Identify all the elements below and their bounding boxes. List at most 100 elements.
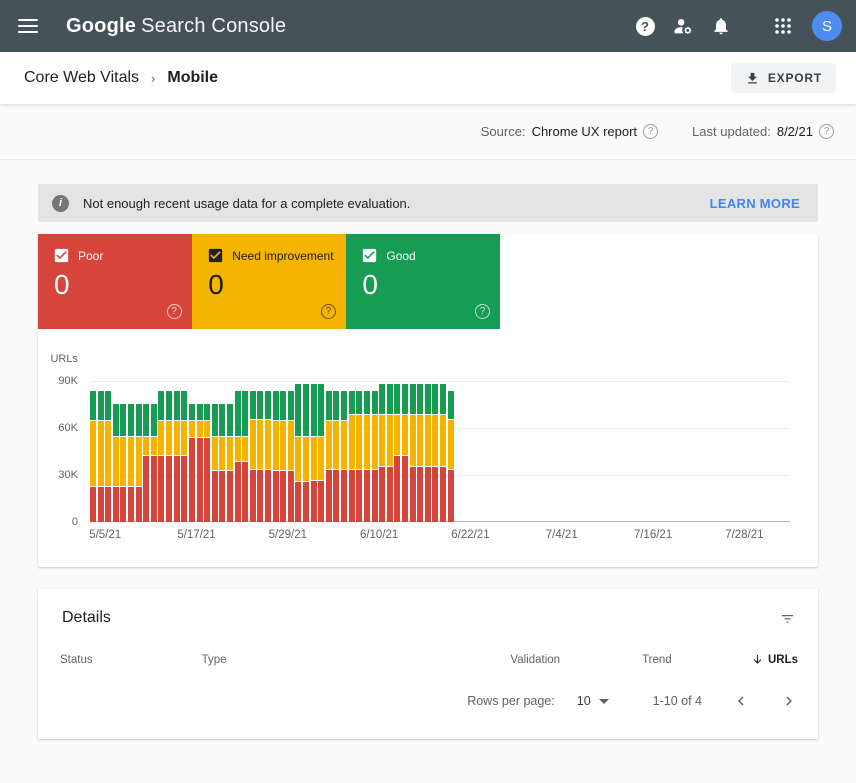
chart-bar-segment <box>363 391 370 414</box>
chart-bar[interactable] <box>333 381 340 522</box>
chevron-right-icon: › <box>151 70 156 86</box>
chart-bar[interactable] <box>90 381 96 522</box>
chart-bar[interactable] <box>204 381 211 522</box>
chart-bar[interactable] <box>173 381 180 522</box>
last-updated-help-icon[interactable]: ? <box>819 124 834 139</box>
chart-bar-segment <box>440 414 446 466</box>
y-axis-label: URLs <box>50 353 78 365</box>
app-logo[interactable]: Google Search Console <box>66 15 286 38</box>
download-icon <box>747 72 757 83</box>
chart-bar[interactable] <box>226 381 233 522</box>
column-urls[interactable]: URLs <box>751 653 798 666</box>
chart-card: Poor 0 ? Need improvement 0 ? Good 0 <box>38 234 818 567</box>
chart-bar-segment <box>371 391 378 414</box>
chart-bar[interactable] <box>363 381 370 522</box>
details-card: Details Status Type Validation Trend URL… <box>38 589 818 739</box>
chart-bar[interactable] <box>97 381 104 522</box>
help-button[interactable]: ? <box>626 7 664 45</box>
chart-bar-segment <box>333 421 340 469</box>
rows-per-page-select[interactable]: 10 <box>577 694 609 708</box>
chart-bar[interactable] <box>219 381 226 522</box>
status-card-poor[interactable]: Poor 0 ? <box>38 234 192 329</box>
chart-bar[interactable] <box>120 381 127 522</box>
chart-bar[interactable] <box>280 381 287 522</box>
chart-bar[interactable] <box>265 381 271 522</box>
chart-bar[interactable] <box>128 381 135 522</box>
chart-bar[interactable] <box>143 381 150 522</box>
chart-bar-segment <box>143 403 150 436</box>
chart-bar[interactable] <box>303 381 310 522</box>
column-status[interactable]: Status <box>60 653 93 666</box>
chart-bar[interactable] <box>386 381 393 522</box>
source-help-icon[interactable]: ? <box>643 124 659 139</box>
chart-bar[interactable] <box>196 381 203 522</box>
next-page-button[interactable] <box>780 692 798 710</box>
gridline-90k <box>90 381 790 382</box>
chart-bar[interactable] <box>105 381 112 522</box>
chart-bar[interactable] <box>150 381 157 522</box>
chart-bar[interactable] <box>409 381 416 522</box>
x-tick-label: 6/22/21 <box>451 529 490 541</box>
chart-bar[interactable] <box>287 381 294 522</box>
dropdown-caret-icon <box>598 698 609 704</box>
chart-bar[interactable] <box>432 381 439 522</box>
chart-bar[interactable] <box>371 381 378 522</box>
chart-bar[interactable] <box>188 381 195 522</box>
logo-product: Search Console <box>141 14 287 37</box>
chart-bar[interactable] <box>242 381 249 522</box>
chart-bar[interactable] <box>112 381 119 522</box>
chart-bar[interactable] <box>356 381 363 522</box>
breadcrumb-section[interactable]: Core Web Vitals <box>24 69 140 86</box>
chart-bar[interactable] <box>295 381 302 522</box>
menu-icon[interactable] <box>18 19 38 33</box>
chart-bar[interactable] <box>348 381 355 522</box>
chart-bar-segment <box>401 383 408 414</box>
x-tick-label: 5/5/21 <box>89 529 122 541</box>
status-card-good[interactable]: Good 0 ? <box>346 234 501 329</box>
chart-bar[interactable] <box>447 381 454 522</box>
notifications-button[interactable] <box>702 7 740 45</box>
x-tick-label: 7/28/21 <box>725 529 764 541</box>
chart-bar-segment <box>272 471 279 522</box>
chart-bar-segment <box>318 480 325 522</box>
learn-more-link[interactable]: LEARN MORE <box>709 195 800 211</box>
report-meta-row: Source: Chrome UX report ? Last updated:… <box>0 104 856 160</box>
chart-bar[interactable] <box>211 381 218 522</box>
chart-bar[interactable] <box>234 381 241 522</box>
chart-bar[interactable] <box>417 381 424 522</box>
chart-bar[interactable] <box>135 381 142 522</box>
chart-bar[interactable] <box>158 381 165 522</box>
chart-bar-segment <box>173 421 180 455</box>
chart-bar[interactable] <box>249 381 256 522</box>
chart-bar[interactable] <box>166 381 173 522</box>
column-trend[interactable]: Trend <box>642 653 672 666</box>
chart-bar[interactable] <box>401 381 408 522</box>
chart-bar[interactable] <box>257 381 264 522</box>
chart-bar-segment <box>348 391 355 414</box>
chart-bar[interactable] <box>424 381 431 522</box>
chart-bar[interactable] <box>379 381 386 522</box>
status-card-need-improvement[interactable]: Need improvement 0 ? <box>192 234 346 329</box>
chart-bar[interactable] <box>310 381 317 522</box>
chart-bar[interactable] <box>318 381 325 522</box>
chart-bar[interactable] <box>341 381 348 522</box>
chart-bar[interactable] <box>440 381 446 522</box>
chart-bar[interactable] <box>325 381 332 522</box>
avatar[interactable]: S <box>812 11 842 41</box>
chart-bar[interactable] <box>272 381 279 522</box>
good-help-icon[interactable]: ? <box>475 304 491 319</box>
previous-page-button[interactable] <box>732 692 750 710</box>
column-validation[interactable]: Validation <box>510 653 561 666</box>
chart-bar[interactable] <box>181 381 188 522</box>
need-improvement-help-icon[interactable]: ? <box>320 304 336 319</box>
apps-button[interactable] <box>764 7 802 45</box>
chart-bar-segment <box>280 421 287 471</box>
chart-bar-segment <box>128 403 135 436</box>
chart-bar-segment <box>181 421 188 455</box>
poor-help-icon[interactable]: ? <box>166 304 182 319</box>
chart-bar[interactable] <box>394 381 401 522</box>
user-settings-button[interactable] <box>664 7 702 45</box>
column-type[interactable]: Type <box>201 653 227 666</box>
export-button[interactable]: EXPORT <box>730 63 836 93</box>
filter-button[interactable] <box>779 610 796 627</box>
